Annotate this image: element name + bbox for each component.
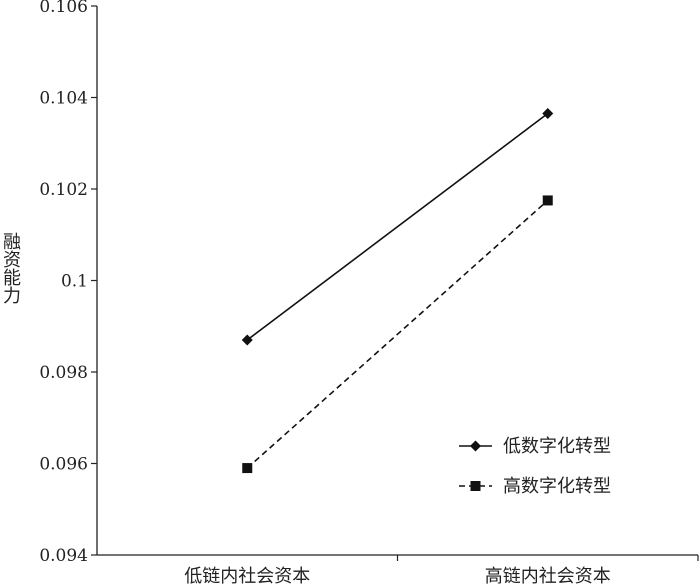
x-categories: 低链内社会资本 高链内社会资本 [184, 555, 699, 587]
y-ticks: 0.094 0.096 0.098 0.1 0.102 0.104 0.106 [39, 0, 97, 566]
x-category-label: 低链内社会资本 [184, 566, 310, 587]
data-point [241, 334, 253, 346]
y-tick-label: 0.106 [39, 0, 88, 17]
legend-label: 低数字化转型 [503, 436, 611, 457]
y-tick-label: 0.1 [61, 272, 88, 292]
data-point [542, 195, 553, 206]
data-point [542, 108, 554, 120]
legend-marker [470, 440, 481, 452]
series-2 [242, 195, 553, 474]
series-line [246, 199, 549, 469]
y-axis-label: 融资能力 [0, 232, 21, 304]
series-1 [241, 108, 554, 346]
y-tick-label: 0.098 [39, 363, 88, 383]
series-line [246, 112, 549, 341]
axes [96, 6, 698, 556]
data-point [242, 463, 253, 474]
y-tick-label: 0.094 [39, 546, 88, 566]
y-tick-label: 0.104 [39, 89, 88, 109]
legend-entry: 高数字化转型 [459, 476, 611, 497]
legend-label: 高数字化转型 [503, 476, 611, 497]
legend-marker [470, 481, 481, 491]
x-category-label: 高链内社会资本 [485, 566, 611, 587]
series-group [241, 108, 554, 474]
legend-entry: 低数字化转型 [459, 436, 611, 457]
y-tick-label: 0.102 [39, 180, 88, 200]
y-tick-label: 0.096 [39, 455, 88, 475]
